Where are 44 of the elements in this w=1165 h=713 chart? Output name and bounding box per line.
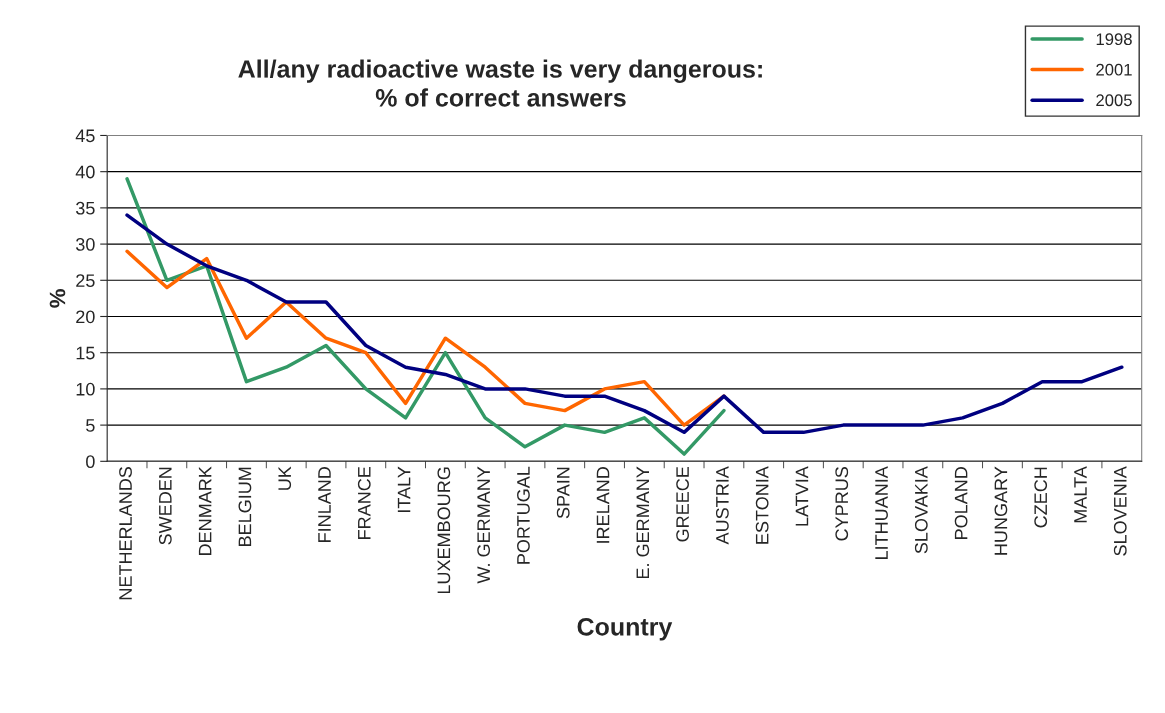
x-tick-label: BELGIUM — [238, 467, 252, 546]
legend-label: 2001 — [1096, 63, 1132, 76]
y-tick-label: 10 — [76, 382, 95, 396]
x-tick-label: SWEDEN — [158, 467, 172, 545]
x-tick-label: LATVIA — [795, 466, 809, 526]
y-tick-label: 15 — [76, 346, 95, 360]
line-series — [125, 177, 726, 456]
x-tick-label: CZECH — [1034, 467, 1048, 528]
y-tick-label: 25 — [76, 274, 95, 288]
y-axis-title: % — [49, 289, 66, 308]
line-series — [125, 213, 1124, 435]
x-tick-label: IRELAND — [596, 467, 610, 543]
y-tick-label: 30 — [75, 238, 95, 251]
x-tick-label: ITALY — [397, 466, 411, 513]
y-tick-label: 35 — [75, 201, 95, 215]
x-tick-label: E. GERMANY — [636, 466, 650, 579]
x-tick-label: W. GERMANY — [477, 466, 491, 584]
x-tick-label: AUSTRIA — [715, 466, 729, 545]
x-tick-label: ESTONIA — [755, 466, 769, 544]
x-tick-label: HUNGARY — [994, 466, 1008, 555]
y-tick-label: 20 — [76, 310, 95, 324]
x-tick-label: SLOVAKIA — [914, 466, 928, 554]
x-tick-label: FRANCE — [357, 466, 371, 539]
x-tick-label: UK — [278, 466, 292, 490]
x-tick-label: MALTA — [1074, 466, 1087, 523]
legend-label: 2005 — [1096, 94, 1132, 107]
y-tick-label: 0 — [86, 455, 95, 469]
x-axis-title: Country — [577, 617, 673, 641]
x-tick-label: LUXEMBOURG — [437, 467, 451, 594]
x-tick-label: SPAIN — [556, 467, 570, 519]
y-tick-label: 45 — [75, 129, 95, 143]
y-tick-label: 5 — [86, 419, 95, 432]
x-tick-label: NETHERLANDS — [119, 467, 132, 600]
legend-label: 1998 — [1096, 33, 1132, 46]
y-tick-label: 40 — [75, 165, 95, 179]
chart-title: All/any radioactive waste is very dangerous: % of correct answers — [238, 59, 762, 107]
x-tick-label: GREECE — [676, 466, 689, 542]
x-tick-label: PORTUGAL — [517, 466, 530, 564]
x-tick-label: LITHUANIA — [875, 466, 888, 559]
x-tick-label: FINLAND — [318, 467, 331, 542]
x-tick-label: POLAND — [954, 467, 968, 539]
x-tick-label: SLOVENIA — [1113, 466, 1127, 556]
x-tick-label: CYPRUS — [835, 467, 849, 541]
x-tick-label: DENMARK — [198, 466, 212, 555]
